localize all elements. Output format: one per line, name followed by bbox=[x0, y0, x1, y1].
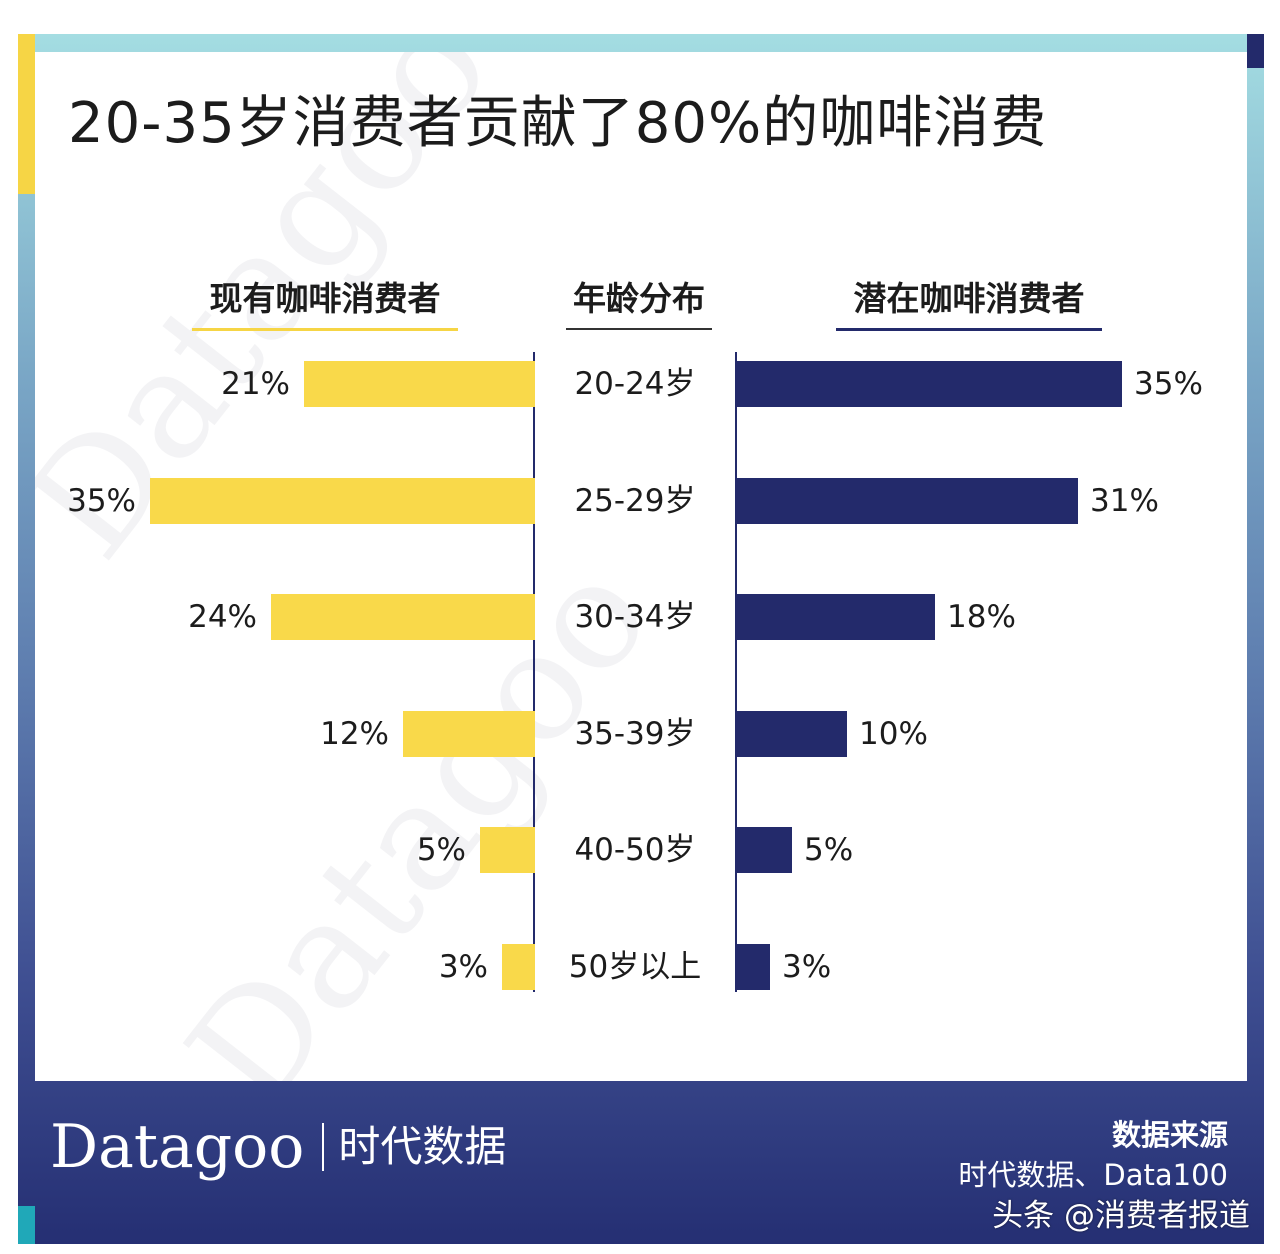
bar-current-0 bbox=[304, 361, 535, 407]
bar-current-1 bbox=[150, 478, 535, 524]
accent-strip-teal bbox=[18, 1206, 35, 1244]
category-header: 年龄分布 bbox=[566, 272, 712, 330]
bar-potential-5 bbox=[737, 944, 770, 990]
data-label-current-2: 24% bbox=[188, 599, 257, 635]
bar-current-5 bbox=[502, 944, 535, 990]
bar-potential-2 bbox=[737, 594, 935, 640]
logo-divider bbox=[322, 1123, 325, 1171]
bar-current-4 bbox=[480, 827, 535, 873]
logo-cn-text: 时代数据 bbox=[338, 1122, 507, 1171]
data-label-current-1: 35% bbox=[67, 483, 136, 519]
data-label-current-3: 12% bbox=[320, 716, 389, 752]
chart-panel: Datagoo Datagoo bbox=[35, 52, 1247, 1081]
data-label-potential-5: 3% bbox=[782, 949, 832, 985]
accent-strip-navy bbox=[1247, 34, 1264, 68]
bar-potential-4 bbox=[737, 827, 792, 873]
category-label-2: 30-34岁 bbox=[574, 599, 696, 635]
bar-potential-3 bbox=[737, 711, 847, 757]
logo-en-text: Datagoo bbox=[50, 1112, 305, 1182]
data-label-current-4: 5% bbox=[416, 832, 466, 868]
bar-potential-1 bbox=[737, 478, 1078, 524]
accent-strip-yellow bbox=[18, 34, 35, 194]
series-header-potential: 潜在咖啡消费者 bbox=[836, 272, 1102, 331]
category-label-3: 35-39岁 bbox=[574, 716, 696, 752]
source-text: 时代数据、Data100 bbox=[958, 1158, 1228, 1192]
data-label-potential-1: 31% bbox=[1090, 483, 1159, 519]
bar-potential-0 bbox=[737, 361, 1122, 407]
category-label-1: 25-29岁 bbox=[574, 483, 696, 519]
category-label-0: 20-24岁 bbox=[574, 366, 696, 402]
data-label-potential-3: 10% bbox=[859, 716, 928, 752]
left-axis-line bbox=[533, 352, 535, 992]
data-label-current-0: 21% bbox=[221, 366, 290, 402]
data-label-current-5: 3% bbox=[438, 949, 488, 985]
series-header-current: 现有咖啡消费者 bbox=[192, 272, 458, 331]
credit-watermark: 头条 @消费者报道 bbox=[992, 1198, 1250, 1234]
data-label-potential-4: 5% bbox=[804, 832, 854, 868]
category-label-5: 50岁以上 bbox=[568, 949, 702, 985]
category-label-4: 40-50岁 bbox=[574, 832, 696, 868]
bar-current-2 bbox=[271, 594, 535, 640]
data-label-potential-0: 35% bbox=[1134, 366, 1203, 402]
bar-current-3 bbox=[403, 711, 535, 757]
chart-title: 20-35岁消费者贡献了80%的咖啡消费 bbox=[68, 91, 1048, 156]
data-label-potential-2: 18% bbox=[947, 599, 1016, 635]
datagoo-logo: Datagoo 时代数据 bbox=[50, 1112, 506, 1182]
source-title: 数据来源 bbox=[1111, 1118, 1228, 1152]
right-axis-line bbox=[735, 352, 737, 992]
